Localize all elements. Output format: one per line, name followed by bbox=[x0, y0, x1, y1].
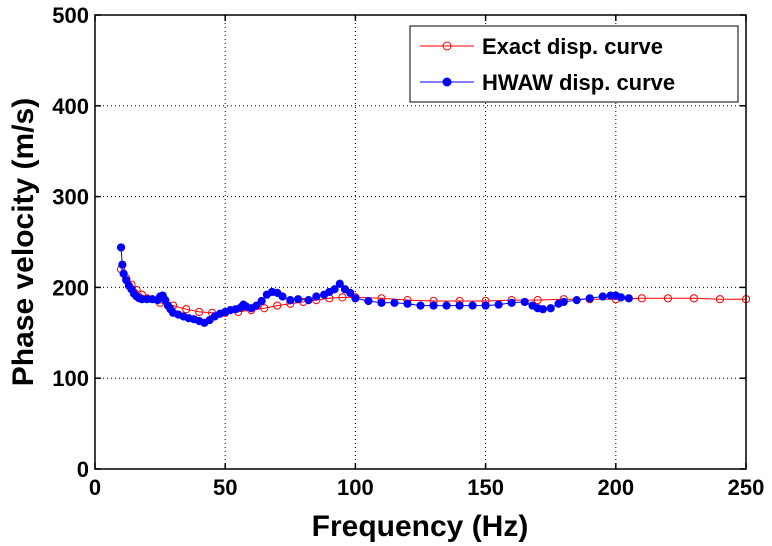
data-point bbox=[257, 296, 266, 306]
data-point bbox=[559, 297, 568, 307]
data-point bbox=[364, 296, 373, 306]
data-point bbox=[278, 292, 287, 301]
legend-label: HWAW disp. curve bbox=[482, 70, 675, 95]
ticks: 0 50 100 150 200 250 0 100 200 300 400 500 bbox=[52, 3, 764, 500]
legend-label: Exact disp. curve bbox=[482, 34, 663, 59]
legend-item: Exact disp. curve bbox=[420, 34, 663, 59]
y-axis-label: Phase velocity (m/s) bbox=[7, 98, 40, 386]
data-point bbox=[598, 292, 607, 301]
y-tick-label: 500 bbox=[52, 3, 89, 28]
data-point bbox=[689, 294, 699, 303]
y-tick-label: 0 bbox=[77, 457, 89, 482]
data-point bbox=[442, 301, 451, 310]
data-point bbox=[520, 297, 529, 307]
data-point bbox=[390, 298, 399, 307]
data-point bbox=[416, 301, 425, 310]
data-point bbox=[377, 298, 386, 307]
data-point bbox=[304, 296, 313, 305]
grid bbox=[95, 15, 746, 469]
data-point bbox=[572, 296, 581, 305]
series-hwaw bbox=[116, 243, 633, 327]
data-point bbox=[338, 293, 347, 302]
data-point bbox=[468, 301, 477, 310]
data-point bbox=[403, 299, 412, 308]
data-point bbox=[330, 285, 339, 294]
x-tick-label: 100 bbox=[337, 475, 374, 500]
data-point bbox=[182, 305, 191, 314]
data-point bbox=[195, 307, 204, 317]
data-point bbox=[273, 301, 282, 310]
legend-box bbox=[409, 25, 739, 103]
y-tick-label: 100 bbox=[52, 366, 89, 391]
legend-item: HWAW disp. curve bbox=[420, 70, 675, 95]
data-point bbox=[585, 294, 594, 303]
data-point bbox=[538, 305, 547, 314]
data-point bbox=[507, 298, 516, 307]
data-point bbox=[663, 294, 672, 303]
data-point bbox=[494, 300, 503, 309]
x-tick-label: 150 bbox=[467, 475, 504, 500]
data-point bbox=[715, 295, 725, 304]
data-point bbox=[294, 295, 303, 304]
x-tick-label: 200 bbox=[597, 475, 634, 500]
legend: Exact disp. curve HWAW disp. curve bbox=[409, 25, 739, 103]
data-point bbox=[637, 294, 646, 303]
data-point bbox=[346, 288, 355, 297]
data-point bbox=[481, 301, 490, 310]
data-point bbox=[286, 296, 295, 305]
data-point bbox=[252, 301, 261, 310]
data-point bbox=[351, 294, 360, 303]
y-tick-label: 200 bbox=[52, 275, 89, 300]
data-point bbox=[260, 304, 269, 313]
x-tick-label: 0 bbox=[89, 475, 101, 500]
x-tick-label: 250 bbox=[728, 475, 765, 500]
data-point bbox=[429, 301, 438, 310]
data-point bbox=[616, 293, 626, 302]
data-point bbox=[116, 243, 126, 252]
legend-marker bbox=[442, 41, 452, 51]
data-point bbox=[546, 304, 555, 313]
data-point bbox=[624, 294, 633, 303]
data-point bbox=[533, 296, 542, 305]
data-point bbox=[455, 301, 464, 310]
y-tick-label: 400 bbox=[52, 94, 89, 119]
data-point bbox=[312, 292, 321, 301]
x-axis-label: Frequency (Hz) bbox=[312, 510, 529, 543]
data-point bbox=[118, 260, 127, 269]
x-tick-label: 50 bbox=[213, 475, 237, 500]
plot-frame bbox=[94, 14, 747, 470]
y-tick-label: 300 bbox=[52, 185, 89, 210]
data-point bbox=[335, 279, 344, 288]
legend-marker bbox=[442, 77, 452, 87]
series-layer bbox=[116, 243, 751, 327]
